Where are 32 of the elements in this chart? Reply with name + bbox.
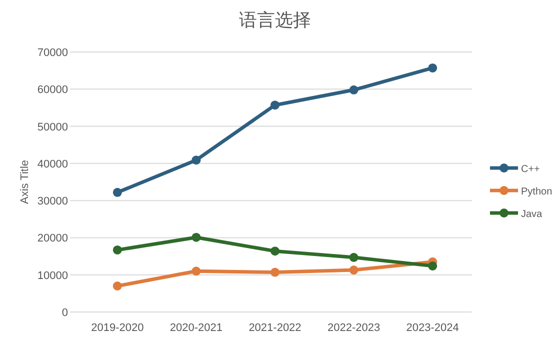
y-tick-label: 70000 <box>37 47 68 59</box>
y-tick-label: 10000 <box>37 270 68 282</box>
point <box>349 266 358 275</box>
point <box>270 268 280 277</box>
point <box>349 85 358 94</box>
legend-label: C++ <box>521 164 540 175</box>
legend-label: Python <box>521 186 552 198</box>
y-tick-label: 50000 <box>37 121 68 134</box>
x-tick-label: 2019-2020 <box>91 322 144 334</box>
point <box>270 246 280 256</box>
y-tick-label: 30000 <box>37 196 68 208</box>
y-tick-label: 20000 <box>37 232 68 245</box>
point <box>192 266 201 276</box>
point <box>349 252 358 262</box>
point <box>112 282 122 290</box>
y-tick-label: 60000 <box>37 84 68 96</box>
point <box>428 63 438 72</box>
point <box>428 261 438 270</box>
point <box>112 188 122 197</box>
x-tick-label: 2023-2024 <box>406 322 459 334</box>
point <box>112 245 122 254</box>
chart-title: 语言选择 <box>239 10 311 30</box>
x-tick-label: 2021-2022 <box>248 322 302 334</box>
x-tick-label: 2020-2021 <box>170 322 223 334</box>
point <box>270 100 280 110</box>
y-axis-title: Axis Title <box>19 160 31 204</box>
y-tick-label: 0 <box>62 307 68 319</box>
point <box>192 232 201 242</box>
point <box>192 156 201 165</box>
legend-label: Java <box>521 209 543 220</box>
x-tick-label: 2022-2023 <box>327 322 380 334</box>
y-tick-label: 40000 <box>37 158 68 170</box>
